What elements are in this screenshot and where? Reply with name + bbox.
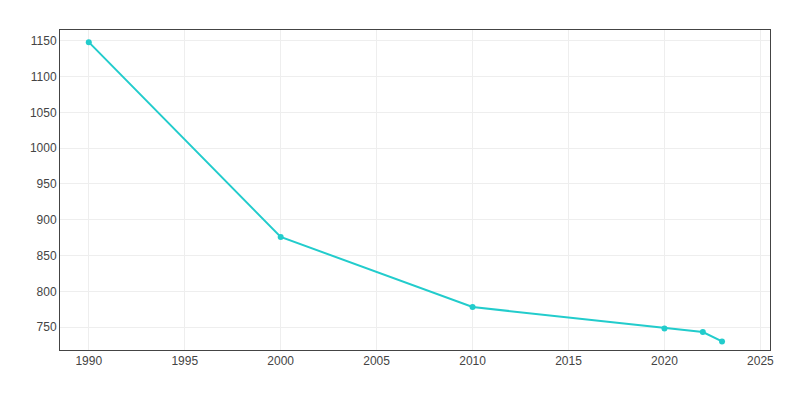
- svg-text:2015: 2015: [555, 354, 582, 368]
- svg-text:1990: 1990: [75, 354, 102, 368]
- svg-text:1000: 1000: [30, 141, 57, 155]
- svg-text:750: 750: [37, 320, 57, 334]
- svg-text:2005: 2005: [363, 354, 390, 368]
- svg-text:900: 900: [37, 213, 57, 227]
- svg-text:2000: 2000: [267, 354, 294, 368]
- svg-text:1100: 1100: [31, 70, 57, 84]
- svg-text:2025: 2025: [747, 354, 774, 368]
- svg-text:1995: 1995: [171, 354, 198, 368]
- svg-text:850: 850: [37, 249, 57, 263]
- svg-text:1050: 1050: [30, 106, 57, 120]
- svg-text:950: 950: [37, 177, 57, 191]
- svg-text:800: 800: [37, 285, 57, 299]
- svg-text:2010: 2010: [459, 354, 486, 368]
- svg-text:1150: 1150: [31, 34, 57, 48]
- svg-text:2020: 2020: [651, 354, 678, 368]
